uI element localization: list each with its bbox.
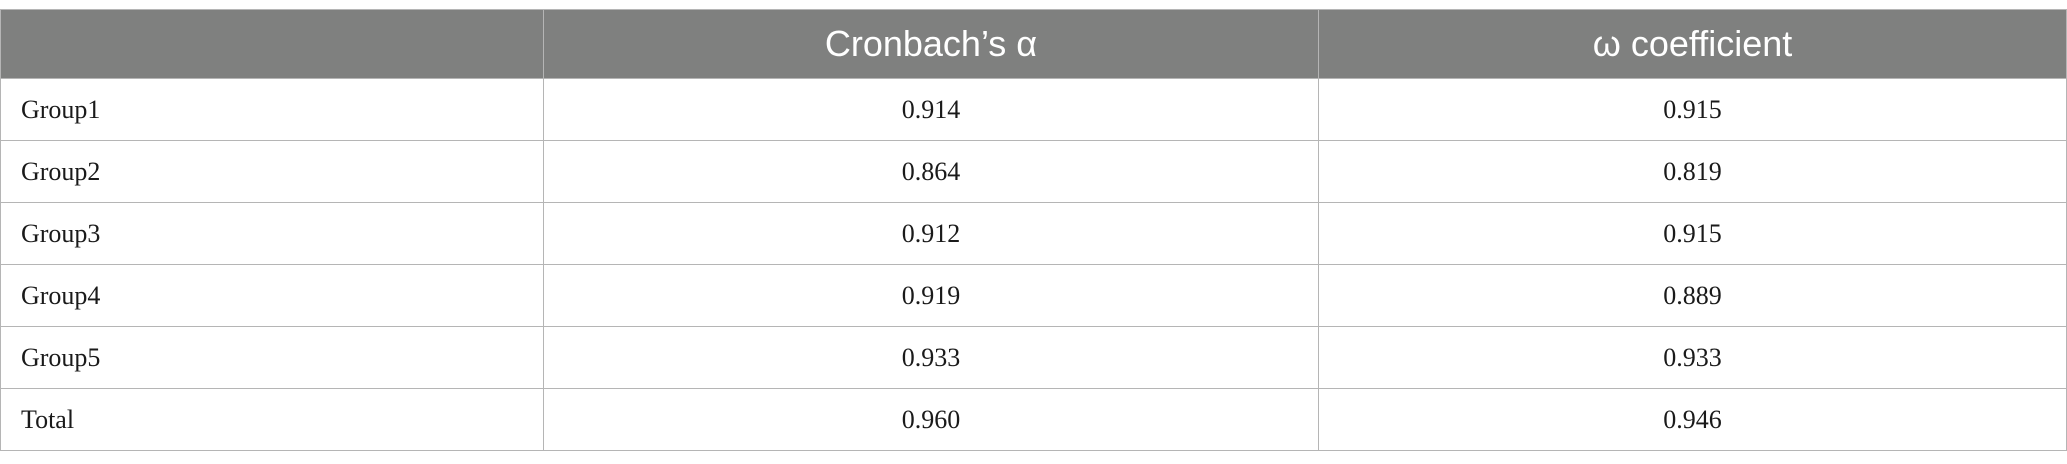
value-cell: 0.915 xyxy=(1318,78,2067,141)
value-cell: 0.933 xyxy=(543,326,1319,389)
value-cell: 0.914 xyxy=(543,78,1319,141)
table-row: Group5 0.933 0.933 xyxy=(0,326,2067,389)
value-cell: 0.946 xyxy=(1318,388,2067,451)
row-label: Group5 xyxy=(0,326,544,389)
value-cell: 0.819 xyxy=(1318,140,2067,203)
value-cell: 0.915 xyxy=(1318,202,2067,265)
row-label: Group2 xyxy=(0,140,544,203)
value-cell: 0.889 xyxy=(1318,264,2067,327)
table-row: Group1 0.914 0.915 xyxy=(0,78,2067,141)
header-cell: ω coefficient xyxy=(1318,9,2067,79)
row-label: Group4 xyxy=(0,264,544,327)
row-label: Group1 xyxy=(0,78,544,141)
header-row: Cronbach’s α ω coefficient xyxy=(0,9,2067,79)
table-row: Total 0.960 0.946 xyxy=(0,388,2067,451)
value-cell: 0.912 xyxy=(543,202,1319,265)
value-cell: 0.864 xyxy=(543,140,1319,203)
table: Cronbach’s α ω coefficient Group1 0.914 0.… xyxy=(0,9,2067,451)
table-header: Cronbach’s α ω coefficient xyxy=(0,9,2067,79)
value-cell: 0.933 xyxy=(1318,326,2067,389)
table-row: Group2 0.864 0.819 xyxy=(0,140,2067,203)
row-label: Group3 xyxy=(0,202,544,265)
table-row: Group4 0.919 0.889 xyxy=(0,264,2067,327)
row-label: Total xyxy=(0,388,544,451)
table-body: Group1 0.914 0.915 Group2 0.864 0.819 Group3 0.… xyxy=(0,78,2067,451)
table-row: Group3 0.912 0.915 xyxy=(0,202,2067,265)
table-container: Cronbach’s α ω coefficient Group1 0.914 0.… xyxy=(0,9,2067,451)
value-cell: 0.960 xyxy=(543,388,1319,451)
value-cell: 0.919 xyxy=(543,264,1319,327)
header-cell: Cronbach’s α xyxy=(543,9,1319,79)
header-cell xyxy=(0,9,544,79)
